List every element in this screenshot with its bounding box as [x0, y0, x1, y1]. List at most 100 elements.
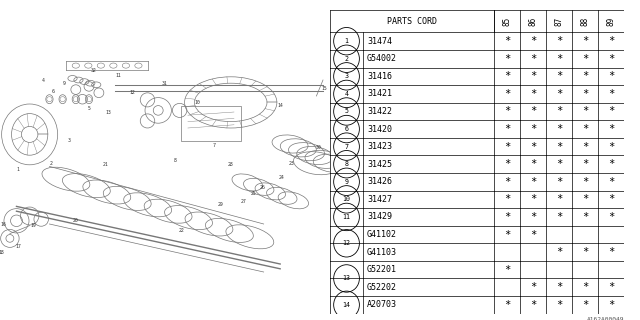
Text: 16: 16 — [1, 221, 6, 227]
Text: 26: 26 — [259, 185, 265, 190]
Text: 1: 1 — [344, 38, 349, 44]
Text: *: * — [608, 124, 614, 134]
Text: 32: 32 — [91, 68, 97, 73]
Text: 10: 10 — [195, 100, 200, 105]
Text: G41103: G41103 — [367, 248, 397, 257]
Text: *: * — [608, 71, 614, 81]
Text: 31474: 31474 — [367, 37, 392, 46]
Text: A20703: A20703 — [367, 300, 397, 309]
Text: 31425: 31425 — [367, 160, 392, 169]
Text: 7: 7 — [213, 143, 216, 148]
Text: 20: 20 — [73, 218, 79, 223]
Text: *: * — [504, 36, 511, 46]
Text: 17: 17 — [15, 244, 21, 249]
Text: 86: 86 — [529, 16, 538, 26]
Text: *: * — [608, 177, 614, 187]
Text: *: * — [556, 212, 563, 222]
Text: *: * — [556, 177, 563, 187]
Text: A162A00049: A162A00049 — [586, 317, 624, 320]
Text: *: * — [582, 282, 588, 292]
Text: *: * — [608, 247, 614, 257]
Text: *: * — [530, 300, 536, 310]
Text: *: * — [608, 282, 614, 292]
Text: *: * — [530, 282, 536, 292]
Text: 31: 31 — [162, 81, 168, 86]
Text: 23: 23 — [289, 161, 294, 166]
Text: *: * — [504, 54, 511, 64]
Text: 18: 18 — [0, 250, 4, 255]
Text: 15: 15 — [322, 85, 328, 91]
Text: 9: 9 — [344, 179, 349, 185]
Text: *: * — [504, 194, 511, 204]
Text: 31416: 31416 — [367, 72, 392, 81]
Text: 2: 2 — [50, 161, 52, 166]
Text: *: * — [556, 71, 563, 81]
Text: 6: 6 — [51, 89, 54, 94]
Text: *: * — [608, 107, 614, 116]
Text: *: * — [504, 212, 511, 222]
Text: *: * — [556, 89, 563, 99]
Text: *: * — [608, 212, 614, 222]
Bar — [181, 106, 241, 141]
Text: *: * — [556, 124, 563, 134]
Text: *: * — [504, 229, 511, 239]
Text: 11: 11 — [342, 214, 351, 220]
Text: G54002: G54002 — [367, 54, 397, 63]
Text: *: * — [608, 159, 614, 169]
Text: 22: 22 — [179, 228, 184, 233]
Text: 8: 8 — [173, 157, 176, 163]
Text: *: * — [530, 54, 536, 64]
Text: *: * — [504, 159, 511, 169]
Text: *: * — [504, 300, 511, 310]
Text: 31427: 31427 — [367, 195, 392, 204]
Text: *: * — [530, 142, 536, 152]
Text: 31429: 31429 — [367, 212, 392, 221]
Text: *: * — [530, 194, 536, 204]
Text: *: * — [530, 124, 536, 134]
Text: 19: 19 — [30, 223, 36, 228]
Text: 6: 6 — [344, 126, 349, 132]
Text: *: * — [556, 194, 563, 204]
Text: 12: 12 — [342, 240, 351, 246]
Text: *: * — [608, 36, 614, 46]
Text: 5: 5 — [88, 106, 90, 111]
Text: *: * — [582, 71, 588, 81]
Text: *: * — [556, 247, 563, 257]
Text: 7: 7 — [344, 144, 349, 150]
Text: 30: 30 — [315, 145, 321, 150]
Text: *: * — [556, 142, 563, 152]
Text: *: * — [530, 107, 536, 116]
Text: *: * — [504, 177, 511, 187]
Text: 31426: 31426 — [367, 177, 392, 186]
Text: 14: 14 — [277, 103, 283, 108]
Text: *: * — [582, 107, 588, 116]
Text: *: * — [530, 229, 536, 239]
Text: *: * — [582, 212, 588, 222]
Text: 28: 28 — [228, 162, 234, 167]
Text: 12: 12 — [129, 90, 134, 95]
Text: *: * — [608, 89, 614, 99]
Text: 10: 10 — [342, 196, 351, 202]
Text: *: * — [504, 89, 511, 99]
Text: *: * — [582, 124, 588, 134]
Text: *: * — [582, 36, 588, 46]
Text: *: * — [556, 159, 563, 169]
Text: 3: 3 — [344, 73, 349, 79]
Text: G52201: G52201 — [367, 265, 397, 274]
Text: 5: 5 — [344, 108, 349, 115]
Text: 31423: 31423 — [367, 142, 392, 151]
Text: *: * — [582, 300, 588, 310]
Text: 29: 29 — [218, 202, 224, 207]
Text: 4: 4 — [42, 77, 44, 83]
Text: *: * — [582, 142, 588, 152]
Text: *: * — [608, 194, 614, 204]
Text: *: * — [504, 124, 511, 134]
Text: *: * — [582, 159, 588, 169]
Text: 24: 24 — [279, 175, 285, 180]
Text: *: * — [530, 71, 536, 81]
Text: *: * — [504, 142, 511, 152]
Text: *: * — [608, 54, 614, 64]
Text: *: * — [582, 194, 588, 204]
Text: 13: 13 — [342, 276, 351, 282]
Text: 13: 13 — [106, 109, 111, 115]
